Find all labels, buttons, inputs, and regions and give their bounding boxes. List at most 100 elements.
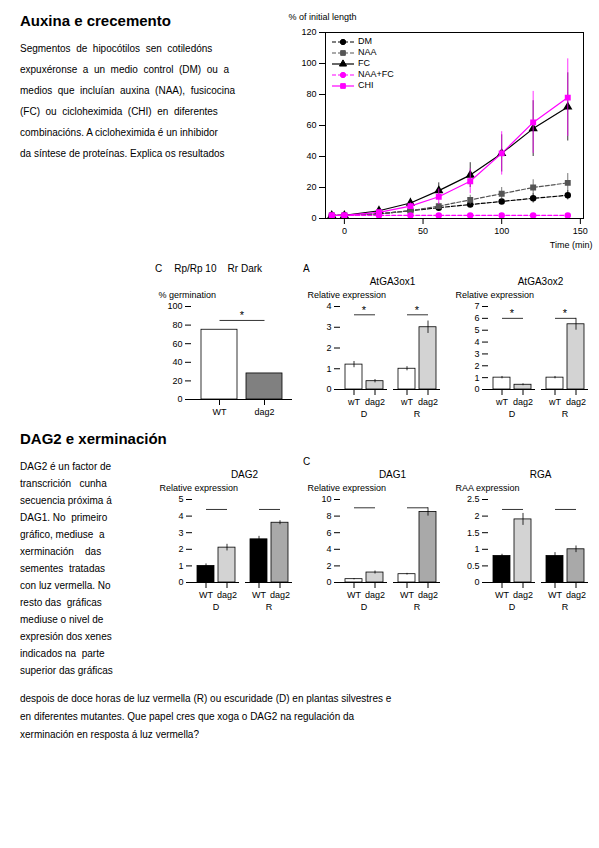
svg-text:1.5: 1.5: [467, 528, 480, 538]
svg-text:60: 60: [306, 120, 316, 130]
svg-text:*: *: [362, 304, 367, 316]
svg-text:80: 80: [172, 320, 182, 330]
svg-text:2: 2: [474, 361, 479, 371]
svg-text:40: 40: [172, 357, 182, 367]
html-text:(FC) ou cicloheximida (CHI) en: (FC) ou cicloheximida (CHI) en diferente…: [20, 106, 218, 117]
svg-text:dag2: dag2: [365, 397, 385, 407]
svg-text:50: 50: [418, 226, 428, 236]
svg-text:R: R: [414, 602, 421, 612]
svg-text:3: 3: [474, 349, 479, 359]
svg-text:1: 1: [474, 373, 479, 383]
svg-text:0: 0: [474, 577, 479, 587]
svg-text:WT: WT: [400, 590, 414, 600]
svg-text:4: 4: [326, 544, 331, 554]
svg-text:R: R: [562, 602, 569, 612]
svg-text:0: 0: [342, 226, 347, 236]
svg-text:6: 6: [474, 313, 479, 323]
svg-text:4: 4: [326, 301, 331, 311]
svg-text:*: *: [510, 307, 515, 319]
svg-text:*: *: [240, 309, 245, 321]
svg-text:WT: WT: [548, 590, 562, 600]
svg-text:2: 2: [474, 511, 479, 521]
svg-text:D: D: [509, 409, 516, 419]
svg-text:Relative expression: Relative expression: [456, 290, 535, 300]
svg-text:40: 40: [306, 151, 316, 161]
svg-text:2: 2: [178, 544, 183, 554]
svg-text:Relative expression: Relative expression: [160, 483, 239, 493]
svg-text:0: 0: [178, 577, 183, 587]
html-text:Auxina e crecemento: Auxina e crecemento: [20, 12, 171, 29]
svg-text:0: 0: [326, 577, 331, 587]
svg-text:6: 6: [326, 528, 331, 538]
svg-text:dag2: dag2: [418, 397, 438, 407]
svg-text:dag2: dag2: [365, 590, 385, 600]
svg-text:Relative expression: Relative expression: [308, 290, 387, 300]
html-text:combinacións. A cicloheximida: combinacións. A cicloheximida é un inhib…: [20, 127, 218, 138]
svg-text:7: 7: [474, 301, 479, 311]
svg-text:100: 100: [167, 301, 182, 311]
svg-text:*: *: [563, 307, 568, 319]
svg-text:WT: WT: [347, 590, 361, 600]
svg-text:20: 20: [306, 182, 316, 192]
svg-text:*: *: [415, 304, 420, 316]
svg-text:% germination: % germination: [159, 290, 217, 300]
svg-text:4: 4: [474, 337, 479, 347]
svg-text:R: R: [414, 409, 421, 419]
svg-text:100: 100: [301, 58, 316, 68]
svg-text:1: 1: [178, 561, 183, 571]
svg-text:2.5: 2.5: [467, 494, 480, 504]
svg-text:D: D: [361, 409, 368, 419]
svg-text:dag2: dag2: [566, 397, 586, 407]
svg-text:150: 150: [573, 226, 588, 236]
svg-text:WT: WT: [252, 590, 266, 600]
svg-text:120: 120: [301, 27, 316, 37]
html-text:DAG2 e xerminación: DAG2 e xerminación: [20, 430, 167, 447]
svg-text:2: 2: [326, 343, 331, 353]
svg-text:0: 0: [177, 394, 182, 404]
svg-text:60: 60: [172, 339, 182, 349]
svg-text:100: 100: [494, 226, 509, 236]
svg-text:10: 10: [321, 494, 331, 504]
svg-text:dag2: dag2: [566, 590, 586, 600]
svg-text:20: 20: [172, 376, 182, 386]
svg-text:8: 8: [326, 511, 331, 521]
svg-text:0: 0: [326, 384, 331, 394]
svg-text:wT: wT: [400, 397, 413, 407]
svg-text:2: 2: [326, 561, 331, 571]
svg-text:dag2: dag2: [254, 407, 274, 417]
svg-text:wT: wT: [347, 397, 360, 407]
svg-text:WT: WT: [199, 590, 213, 600]
svg-text:% of initial length: % of initial length: [289, 12, 357, 22]
svg-text:wT: wT: [548, 397, 561, 407]
svg-text:D: D: [213, 602, 220, 612]
svg-text:4: 4: [178, 511, 183, 521]
svg-text:WT: WT: [495, 590, 509, 600]
svg-text:0: 0: [311, 213, 316, 223]
svg-text:5: 5: [474, 325, 479, 335]
svg-text:Time (min): Time (min): [550, 240, 593, 250]
svg-text:3: 3: [178, 528, 183, 538]
svg-text:5: 5: [178, 494, 183, 504]
svg-text:dag2: dag2: [513, 397, 533, 407]
svg-text:0.5: 0.5: [467, 561, 480, 571]
svg-text:3: 3: [326, 322, 331, 332]
svg-text:D: D: [361, 602, 368, 612]
svg-text:WT: WT: [213, 407, 227, 417]
svg-text:wT: wT: [495, 397, 508, 407]
html-text:Segmentos de hipocótilos sen c: Segmentos de hipocótilos sen cotiledóns: [20, 43, 213, 54]
svg-text:dag2: dag2: [217, 590, 237, 600]
html-text:expuxéronse a un medio control: expuxéronse a un medio control (DM) ou a: [20, 64, 229, 75]
html-text:medios que incluían auxina (NA: medios que incluían auxina (NAA), fusico…: [20, 85, 236, 96]
svg-text:Relative expression: Relative expression: [308, 483, 387, 493]
svg-text:1: 1: [326, 364, 331, 374]
svg-text:dag2: dag2: [418, 590, 438, 600]
svg-text:0: 0: [474, 384, 479, 394]
svg-text:D: D: [509, 602, 516, 612]
svg-text:dag2: dag2: [270, 590, 290, 600]
svg-text:dag2: dag2: [513, 590, 533, 600]
svg-text:80: 80: [306, 89, 316, 99]
svg-text:R: R: [562, 409, 569, 419]
svg-text:1: 1: [474, 544, 479, 554]
svg-text:RAA expression: RAA expression: [456, 483, 520, 493]
svg-text:R: R: [266, 602, 273, 612]
